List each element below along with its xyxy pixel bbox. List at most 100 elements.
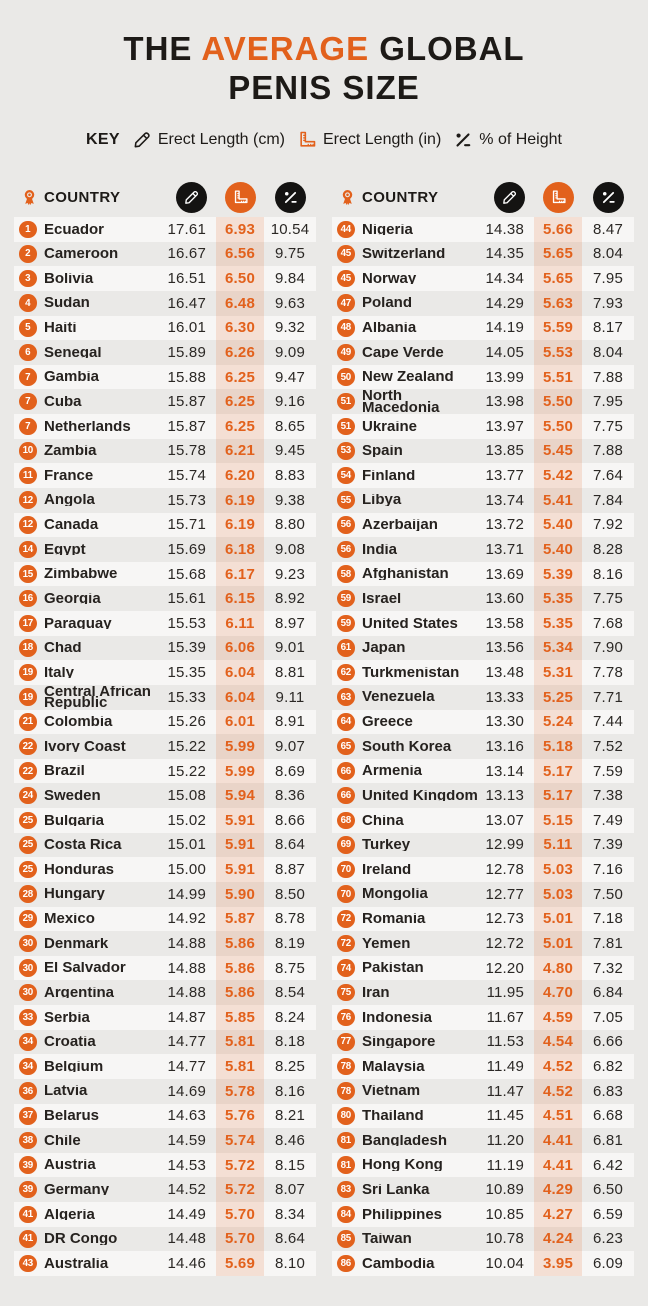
- country-name: Costa Rica: [44, 839, 122, 851]
- rank-cell: 6: [14, 343, 44, 362]
- country-name: Mongolia: [362, 888, 428, 900]
- table-row: 36 Latvia 14.69 5.78 8.16: [14, 1078, 316, 1104]
- key-item-cm-label: Erect Length (cm): [157, 131, 285, 148]
- percent-icon: [274, 181, 306, 213]
- pct-of-height-value: 7.75: [593, 417, 623, 435]
- pct-of-height-value: 7.59: [593, 762, 623, 780]
- rank-badge: 43: [19, 1254, 37, 1273]
- rank-badge: 45: [337, 245, 355, 263]
- length-cm-value: 11.49: [486, 1058, 524, 1076]
- country-name: China: [362, 814, 404, 827]
- length-in-value: 5.81: [216, 1054, 264, 1079]
- rank-badge: 39: [19, 1180, 37, 1199]
- length-in-value: 5.72: [216, 1152, 264, 1178]
- country-name: Thailand: [362, 1110, 424, 1122]
- length-cm-value: 10.04: [485, 1255, 524, 1273]
- length-cm-value: 10.89: [485, 1181, 524, 1199]
- rank-cell: 51: [332, 417, 362, 436]
- rank-badge: 22: [19, 737, 37, 756]
- country-name: Gambia: [44, 371, 100, 383]
- country-name: Belgium: [44, 1060, 104, 1073]
- pct-of-height-value: 8.78: [275, 910, 305, 928]
- table-row: 77 Singapore 11.53 4.54 6.66: [332, 1029, 634, 1055]
- pct-of-height-value: 9.09: [275, 343, 305, 361]
- rank-cell: 59: [332, 589, 362, 608]
- rank-cell: 65: [332, 737, 362, 756]
- length-in-value: 5.24: [534, 709, 582, 735]
- pct-of-height-value: 8.18: [275, 1033, 305, 1051]
- country-name: Turkey: [362, 839, 411, 851]
- country-name: Chile: [44, 1134, 81, 1147]
- length-in-value: 6.50: [216, 266, 264, 291]
- length-in-value: 4.24: [534, 1226, 582, 1252]
- length-in-value: 5.86: [216, 931, 264, 956]
- table-row: 30 El Salvador 14.88 5.86 8.75: [14, 955, 316, 981]
- table-row: 19 Central African Republic 15.33 6.04 9.11: [14, 684, 316, 710]
- rank-cell: 48: [332, 319, 362, 337]
- table-row: 66 Armenia 13.14 5.17 7.59: [332, 758, 634, 784]
- rank-badge: 83: [337, 1180, 355, 1199]
- length-in-value: 5.35: [534, 586, 582, 611]
- table-row: 76 Indonesia 11.67 4.59 7.05: [332, 1005, 634, 1030]
- table-row: 63 Venezuela 13.33 5.25 7.71: [332, 684, 634, 710]
- length-in-value: 6.26: [216, 340, 264, 365]
- rank-badge: 44: [337, 220, 355, 239]
- pct-of-height-value: 8.21: [275, 1107, 305, 1125]
- rank-cell: 51: [332, 392, 362, 411]
- length-in-value: 5.65: [534, 241, 582, 267]
- length-cm-value: 13.56: [485, 639, 524, 657]
- rank-badge: 80: [337, 1107, 355, 1125]
- country-name: India: [362, 543, 398, 556]
- table-row: 59 Israel 13.60 5.35 7.75: [332, 586, 634, 611]
- length-in-value: 5.53: [534, 340, 582, 365]
- rank-cell: 34: [14, 1057, 44, 1076]
- table-row: 25 Honduras 15.00 5.91 8.87: [14, 857, 316, 882]
- length-in-value: 6.25: [216, 414, 264, 439]
- length-cm-value: 14.88: [167, 984, 206, 1002]
- pct-of-height-value: 9.23: [275, 565, 305, 583]
- length-cm-value: 10.85: [485, 1205, 524, 1223]
- length-in-value: 5.18: [534, 734, 582, 759]
- rank-cell: 18: [14, 639, 44, 657]
- length-cm-value: 14.69: [167, 1082, 206, 1100]
- country-name: Indonesia: [362, 1011, 433, 1024]
- length-in-value: 5.85: [216, 1005, 264, 1030]
- pct-of-height-value: 8.92: [275, 590, 305, 608]
- table-row: 55 Libya 13.74 5.41 7.84: [332, 487, 634, 513]
- rank-badge: 25: [19, 836, 37, 854]
- rank-cell: 3: [14, 269, 44, 288]
- table-row: 10 Zambia 15.78 6.21 9.45: [14, 438, 316, 464]
- table-row: 50 New Zealand 13.99 5.51 7.88: [332, 364, 634, 390]
- rank-badge: 12: [19, 516, 37, 534]
- table-row: 41 Algeria 14.49 5.70 8.34: [14, 1202, 316, 1227]
- rank-badge: 34: [19, 1033, 37, 1051]
- country-name: Romania: [362, 913, 426, 925]
- rank-badge: 33: [19, 1008, 37, 1027]
- rank-badge: 54: [337, 466, 355, 485]
- rank-badge: 2: [19, 245, 37, 263]
- length-in-value: 5.45: [534, 438, 582, 464]
- length-cm-value: 14.53: [167, 1156, 206, 1174]
- country-name: Iran: [362, 986, 390, 999]
- country-name: Cambodia: [362, 1257, 435, 1270]
- table-row: 25 Bulgaria 15.02 5.91 8.66: [14, 808, 316, 833]
- pct-of-height-value: 6.82: [593, 1058, 623, 1076]
- length-cm-value: 14.38: [485, 220, 524, 238]
- length-cm-value: 13.97: [485, 417, 524, 435]
- table-row: 1 Ecuador 17.61 6.93 10.54: [14, 217, 316, 242]
- length-in-value: 4.52: [534, 1054, 582, 1079]
- table-row: 21 Colombia 15.26 6.01 8.91: [14, 709, 316, 735]
- length-cm-value: 15.02: [167, 811, 206, 829]
- country-name: Israel: [362, 592, 402, 605]
- length-cm-value: 14.29: [485, 294, 524, 312]
- rank-badge: 72: [337, 934, 355, 953]
- length-in-value: 5.17: [534, 783, 582, 808]
- country-name: Paraguay: [44, 617, 112, 630]
- title-part1: THE: [123, 30, 202, 67]
- pct-of-height-value: 8.91: [275, 713, 305, 731]
- country-name: Latvia: [44, 1085, 88, 1097]
- rank-badge: 10: [19, 442, 37, 460]
- country-name: Bulgaria: [44, 814, 105, 827]
- length-in-value: 6.48: [216, 290, 264, 316]
- table-row: 45 Norway 14.34 5.65 7.95: [332, 266, 634, 291]
